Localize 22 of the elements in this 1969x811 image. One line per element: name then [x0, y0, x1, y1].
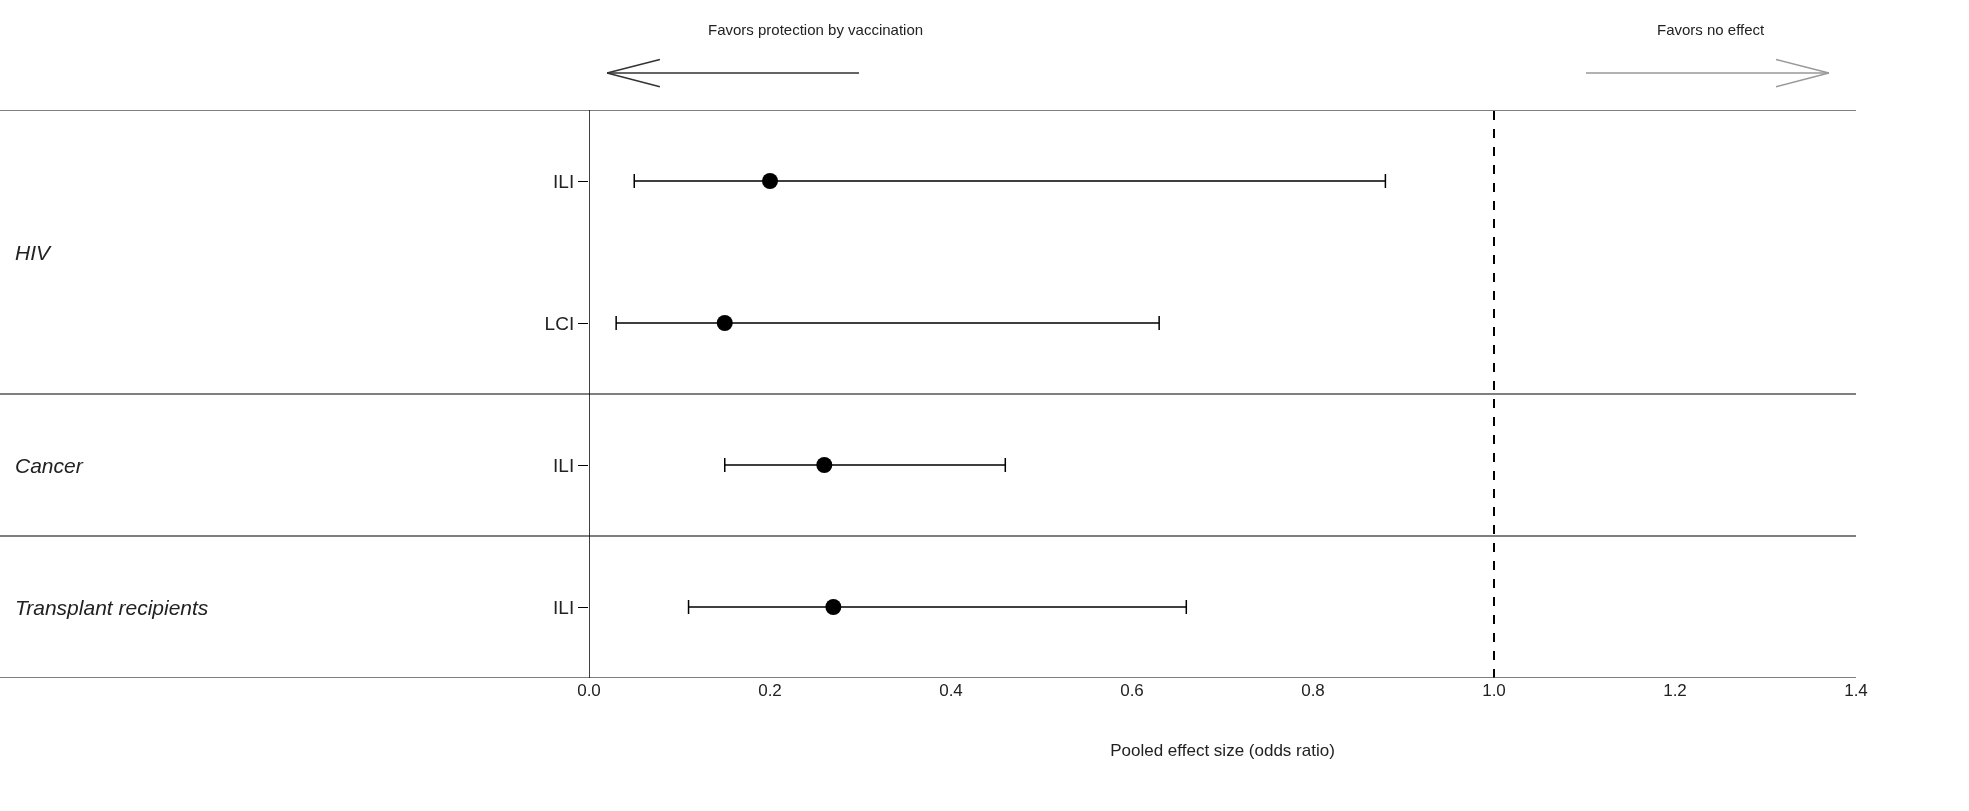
- text: Cancer: [15, 454, 84, 477]
- text: Transplant recipients: [15, 596, 209, 619]
- x-tick-label: 0.4: [939, 681, 963, 700]
- y-tick-label: LCI: [544, 312, 575, 334]
- y-tick-label: ILI: [553, 454, 575, 476]
- x-tick-label: 0.8: [1301, 681, 1325, 700]
- point: [716, 315, 733, 331]
- text: HIV: [15, 241, 52, 264]
- x-tick-label: 0.2: [758, 681, 782, 700]
- x-tick-label: 0.0: [577, 681, 601, 700]
- x-tick-label: 1.2: [1663, 681, 1687, 700]
- text: Favors protection by vaccination: [708, 21, 924, 38]
- point: [762, 173, 778, 189]
- text: Favors no effect: [1657, 21, 1766, 38]
- x-tick-label: 0.6: [1120, 681, 1144, 700]
- x-tick-label: 1.0: [1482, 681, 1506, 700]
- y-tick-label: ILI: [553, 170, 575, 192]
- point: [825, 599, 842, 615]
- point: [816, 457, 833, 473]
- x-axis-title: Pooled effect size (odds ratio): [1110, 741, 1335, 761]
- x-tick-label: 1.4: [1844, 681, 1868, 700]
- y-tick-label: ILI: [553, 596, 575, 618]
